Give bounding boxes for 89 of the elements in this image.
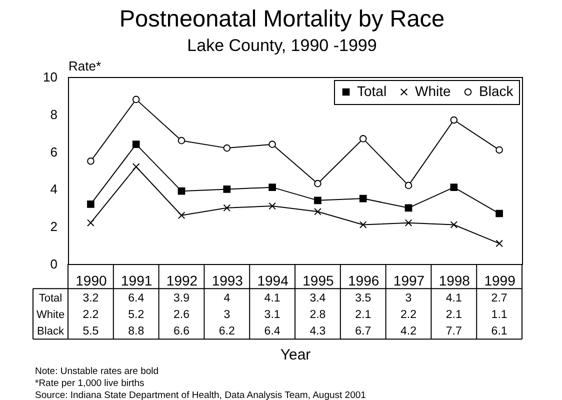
data-label: 6.4 — [128, 292, 145, 304]
point — [314, 208, 322, 216]
point — [496, 146, 503, 154]
data-label: 3.4 — [310, 292, 326, 304]
x-tick-label: 1998 — [438, 272, 470, 288]
point — [450, 116, 458, 124]
legend-label: Total — [357, 83, 387, 99]
data-label: 4.2 — [400, 325, 416, 338]
x-tick-label: 1996 — [348, 272, 380, 288]
point — [450, 184, 458, 191]
x-axis-title: Year — [280, 346, 311, 364]
data-label: 2.7 — [491, 292, 508, 304]
data-label: 4.1 — [446, 292, 462, 304]
text: *Rate per 1,000 live births — [35, 378, 145, 389]
data-label: 4 — [224, 292, 231, 304]
point — [359, 221, 367, 228]
data-label: 5.2 — [128, 308, 144, 321]
point — [178, 212, 186, 220]
point — [87, 157, 94, 165]
data-label: 2.1 — [355, 308, 372, 321]
point — [404, 204, 412, 212]
data-label: 8.8 — [128, 325, 144, 338]
point — [496, 240, 503, 248]
data-label: 2.2 — [400, 308, 416, 321]
y-tick-label: 10 — [43, 70, 58, 84]
data-label: 2.2 — [82, 308, 99, 321]
point — [359, 194, 367, 202]
point — [359, 135, 367, 142]
point — [132, 140, 140, 148]
chart-title: Postneonatal Mortality by Race — [119, 6, 445, 32]
y-tick-label: 0 — [50, 256, 58, 272]
point — [223, 186, 231, 193]
data-label: 6.1 — [491, 325, 508, 338]
data-label: 3.1 — [264, 308, 280, 321]
data-label: 2.8 — [310, 308, 326, 321]
x-tick-label: 1999 — [484, 272, 516, 288]
point — [87, 200, 94, 208]
data-label: 3 — [224, 308, 230, 321]
source-note: Source: Indiana State Department of Health, Data Analysis Team, August 2001 — [35, 390, 366, 400]
text: Note: Unstable rates are bold — [35, 366, 159, 377]
point — [314, 180, 322, 188]
y-tick-label: 8 — [50, 106, 58, 122]
point — [268, 184, 276, 191]
text: White — [36, 308, 65, 321]
legend-label: White — [415, 83, 451, 99]
data-label: 3.9 — [174, 292, 190, 304]
x-tick-label: 1994 — [257, 272, 289, 288]
point — [132, 163, 140, 170]
point — [87, 219, 94, 227]
data-label: 4.1 — [264, 292, 280, 304]
y-tick-label: 2 — [50, 219, 58, 234]
point — [404, 182, 412, 190]
text: Total — [38, 292, 62, 304]
data-label: 4.3 — [310, 325, 326, 338]
point — [223, 204, 231, 212]
data-label: 3.5 — [355, 292, 372, 304]
legend-label: Black — [479, 83, 514, 99]
data-label: 1.1 — [491, 308, 508, 321]
data-label: 3.2 — [82, 292, 99, 304]
point — [450, 221, 458, 228]
x-tick-label: 1993 — [212, 272, 244, 288]
point — [178, 187, 186, 195]
data-label: 3 — [405, 292, 412, 304]
data-label: 7.7 — [446, 325, 462, 338]
y-tick-label: 4 — [50, 182, 58, 197]
data-label: 2.1 — [446, 308, 462, 321]
x-tick-label: 1995 — [302, 272, 334, 288]
data-label: 6.6 — [174, 325, 190, 338]
data-label: 2.6 — [174, 308, 190, 321]
x-tick-label: 1997 — [393, 272, 425, 288]
point — [404, 219, 412, 227]
chart-subtitle: Lake County, 1990 -1999 — [187, 36, 377, 55]
y-axis-title: Rate* — [68, 58, 102, 74]
point — [178, 136, 186, 144]
point — [132, 96, 140, 104]
point — [268, 140, 276, 148]
data-label: 6.2 — [218, 325, 235, 338]
point — [268, 202, 276, 210]
y-tick-label: 6 — [50, 144, 58, 160]
data-label: 5.5 — [82, 325, 99, 338]
text: Black — [37, 325, 64, 338]
data-label: 6.4 — [264, 325, 281, 338]
point — [314, 196, 322, 204]
data-label: 6.7 — [355, 325, 372, 338]
point — [223, 144, 231, 152]
point — [496, 210, 503, 218]
x-tick-label: 1992 — [166, 272, 198, 288]
x-tick-label: 1991 — [121, 272, 152, 288]
x-tick-label: 1990 — [76, 272, 107, 288]
